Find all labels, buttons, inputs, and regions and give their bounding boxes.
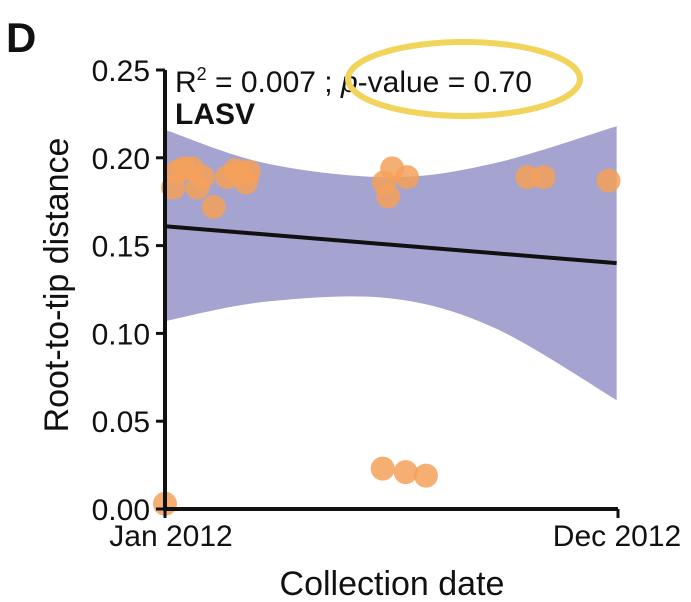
y-tick-label: 0.05: [92, 406, 150, 439]
p-value: -value = 0.70: [358, 66, 532, 99]
ticks-layer: 0.00 0.05 0.10 0.15 0.20 0.25 Jan 2012 Dec 2012: [92, 55, 682, 553]
data-point: [395, 165, 420, 190]
data-point: [413, 463, 438, 488]
data-point: [531, 165, 556, 190]
data-point: [201, 194, 226, 219]
x-axis-title: Collection date: [280, 565, 505, 602]
y-tick-label: 0.10: [92, 318, 150, 351]
y-tick-label: 0.20: [92, 143, 150, 176]
data-point: [236, 159, 261, 184]
panel-letter: D: [6, 14, 36, 61]
trend-line-layer: [164, 224, 617, 266]
r2-label: R: [175, 66, 197, 99]
data-point: [393, 460, 418, 485]
r2-superscript: 2: [197, 64, 207, 84]
x-tick-label: Dec 2012: [553, 520, 681, 553]
trend-line: [164, 224, 617, 266]
y-tick-label: 0.15: [92, 231, 150, 264]
highlight-ellipse: [345, 39, 583, 119]
x-tick-label: Jan 2012: [109, 520, 232, 553]
y-tick-label: 0.00: [92, 494, 150, 527]
data-point: [370, 456, 395, 481]
points-layer: [153, 156, 621, 516]
y-tick-label: 0.25: [92, 55, 150, 88]
chart-title: LASV: [175, 98, 255, 131]
confidence-band-layer: [165, 126, 617, 401]
y-axis-title: Root-to-tip distance: [38, 138, 76, 433]
confidence-band: [165, 126, 617, 401]
stats-separator: ;: [316, 66, 341, 99]
data-point: [376, 184, 401, 209]
data-point: [596, 168, 621, 193]
r2-value: = 0.007: [207, 66, 316, 99]
data-point: [190, 165, 215, 190]
